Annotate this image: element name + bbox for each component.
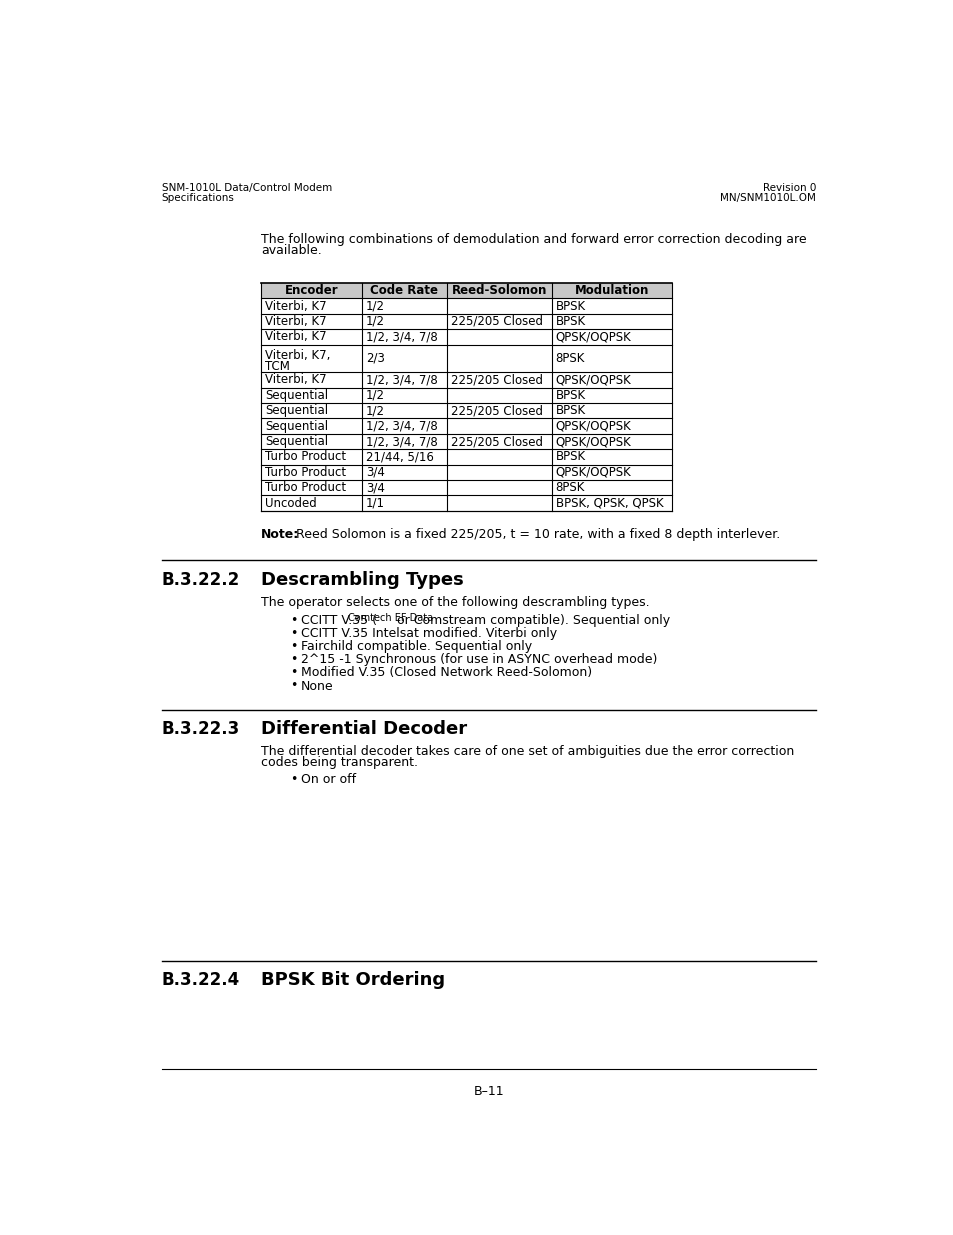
Text: 1/2: 1/2 [365,315,384,329]
Text: MN/SNM1010L.OM: MN/SNM1010L.OM [720,193,815,203]
Text: 2^15 -1 Synchronous (for use in ASYNC overhead mode): 2^15 -1 Synchronous (for use in ASYNC ov… [300,653,657,667]
Text: CCITT V.35 Intelsat modified. Viterbi only: CCITT V.35 Intelsat modified. Viterbi on… [300,627,557,640]
Text: 1/2, 3/4, 7/8: 1/2, 3/4, 7/8 [365,420,437,432]
Text: 1/2, 3/4, 7/8: 1/2, 3/4, 7/8 [365,330,437,343]
Text: 3/4: 3/4 [365,466,384,479]
Text: The differential decoder takes care of one set of ambiguities due the error corr: The differential decoder takes care of o… [261,745,794,758]
Text: 225/205 Closed: 225/205 Closed [451,404,542,417]
Text: Comtech EF Data: Comtech EF Data [348,613,434,622]
Text: Turbo Product: Turbo Product [265,451,346,463]
Text: Turbo Product: Turbo Product [265,482,346,494]
Text: Viterbi, K7: Viterbi, K7 [265,300,326,312]
Text: Note:: Note: [261,527,299,541]
Text: available.: available. [261,243,321,257]
Text: Uncoded: Uncoded [265,496,316,510]
Text: •: • [290,679,296,693]
Text: Descrambling Types: Descrambling Types [261,571,463,589]
Text: On or off: On or off [300,773,355,785]
Text: Sequential: Sequential [265,404,328,417]
Text: BPSK: BPSK [555,404,585,417]
Text: Specifications: Specifications [162,193,234,203]
Text: codes being transparent.: codes being transparent. [261,756,417,768]
Text: •: • [290,627,296,640]
Text: Fairchild compatible. Sequential only: Fairchild compatible. Sequential only [300,640,531,653]
Text: Viterbi, K7: Viterbi, K7 [265,330,326,343]
Text: BPSK: BPSK [555,300,585,312]
Text: 1/2, 3/4, 7/8: 1/2, 3/4, 7/8 [365,373,437,387]
Text: 2/3: 2/3 [365,352,384,364]
Text: BPSK: BPSK [555,451,585,463]
Text: 1/1: 1/1 [365,496,384,510]
Text: Modified V.35 (Closed Network Reed-Solomon): Modified V.35 (Closed Network Reed-Solom… [300,667,591,679]
Text: 1/2, 3/4, 7/8: 1/2, 3/4, 7/8 [365,435,437,448]
Text: BPSK, QPSK, QPSK: BPSK, QPSK, QPSK [555,496,662,510]
Text: Revision 0: Revision 0 [761,183,815,193]
Text: B.3.22.4: B.3.22.4 [162,972,240,989]
Text: SNM-1010L Data/Control Modem: SNM-1010L Data/Control Modem [162,183,332,193]
Text: QPSK/OQPSK: QPSK/OQPSK [555,330,631,343]
Text: BPSK Bit Ordering: BPSK Bit Ordering [261,972,445,989]
Text: None: None [300,679,333,693]
Text: B–11: B–11 [473,1084,504,1098]
Text: The following combinations of demodulation and forward error correction decoding: The following combinations of demodulati… [261,233,806,246]
Text: Code Rate: Code Rate [370,284,438,298]
Text: 1/2: 1/2 [365,300,384,312]
Text: TCM: TCM [265,359,290,373]
Text: CCITT V.35 (: CCITT V.35 ( [300,614,376,627]
Text: •: • [290,640,296,653]
Text: •: • [290,773,296,785]
Text: 225/205 Closed: 225/205 Closed [451,435,542,448]
Text: Turbo Product: Turbo Product [265,466,346,479]
Text: 225/205 Closed: 225/205 Closed [451,315,542,329]
Text: Reed Solomon is a fixed 225/205, t = 10 rate, with a fixed 8 depth interlever.: Reed Solomon is a fixed 225/205, t = 10 … [288,527,780,541]
Text: QPSK/OQPSK: QPSK/OQPSK [555,435,631,448]
Text: B.3.22.3: B.3.22.3 [162,720,240,739]
Text: B.3.22.2: B.3.22.2 [162,571,240,589]
Text: •: • [290,667,296,679]
Text: Reed-Solomon: Reed-Solomon [451,284,546,298]
Text: Sequential: Sequential [265,435,328,448]
Bar [261,283,671,299]
Text: 8PSK: 8PSK [555,352,584,364]
Text: Viterbi, K7: Viterbi, K7 [265,315,326,329]
Text: •: • [290,614,296,627]
Text: Sequential: Sequential [265,420,328,432]
Text: or Comstream compatible). Sequential only: or Comstream compatible). Sequential onl… [393,614,670,627]
Text: Sequential: Sequential [265,389,328,401]
Text: QPSK/OQPSK: QPSK/OQPSK [555,466,631,479]
Text: •: • [290,653,296,667]
Text: Modulation: Modulation [574,284,648,298]
Text: 8PSK: 8PSK [555,482,584,494]
Text: BPSK: BPSK [555,389,585,401]
Text: The operator selects one of the following descrambling types.: The operator selects one of the followin… [261,595,649,609]
Text: QPSK/OQPSK: QPSK/OQPSK [555,373,631,387]
Text: Viterbi, K7,: Viterbi, K7, [265,350,330,362]
Text: 225/205 Closed: 225/205 Closed [451,373,542,387]
Text: 3/4: 3/4 [365,482,384,494]
Text: QPSK/OQPSK: QPSK/OQPSK [555,420,631,432]
Text: Encoder: Encoder [284,284,338,298]
Text: 1/2: 1/2 [365,389,384,401]
Text: 21/44, 5/16: 21/44, 5/16 [365,451,433,463]
Text: Differential Decoder: Differential Decoder [261,720,467,739]
Text: 1/2: 1/2 [365,404,384,417]
Text: BPSK: BPSK [555,315,585,329]
Text: Viterbi, K7: Viterbi, K7 [265,373,326,387]
